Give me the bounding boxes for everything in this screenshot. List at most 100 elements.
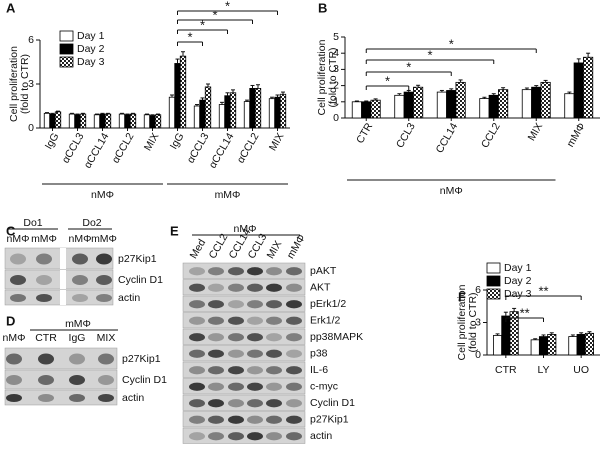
bar	[521, 89, 532, 119]
blot-gap	[60, 270, 66, 289]
group-label: nMΦ	[91, 189, 114, 201]
row-label: pp38MAPK	[310, 331, 363, 343]
lane-label: MIX	[265, 239, 285, 261]
y-tick-label: 6	[28, 34, 34, 46]
blot-band	[286, 432, 302, 441]
panel-label: F	[458, 289, 466, 304]
blot-band	[228, 267, 244, 276]
blot-band	[38, 353, 54, 365]
x-tick-label: CCL2	[479, 121, 503, 150]
x-tick-label: LY	[537, 364, 549, 376]
row-label: actin	[118, 292, 140, 304]
blot-band	[6, 353, 22, 365]
lane-label: CTR	[35, 332, 57, 344]
blot-strip	[182, 312, 306, 329]
y-axis-label: (fold to CTR)	[327, 47, 339, 107]
row-label: IL-6	[310, 364, 328, 376]
blot-band	[228, 366, 244, 375]
significance: *	[385, 73, 390, 88]
lane-label: mMΦ	[285, 232, 308, 260]
bar	[149, 115, 156, 129]
x-tick-label: αCCL14	[207, 131, 237, 171]
significance: *	[427, 47, 432, 62]
panel-label: C	[6, 223, 16, 238]
x-tick-label: αCCL14	[82, 131, 112, 171]
x-tick-label: MIX	[267, 131, 287, 153]
blot-band	[247, 267, 263, 276]
blot-band	[266, 300, 282, 309]
blot-band	[228, 333, 244, 342]
bar	[583, 56, 594, 119]
blot-band	[247, 316, 263, 325]
x-tick-label: IgG	[168, 131, 187, 152]
blot-strip	[182, 262, 306, 279]
blot-strip	[4, 369, 118, 390]
legend-label: Day 1	[77, 30, 105, 42]
bar	[584, 332, 594, 356]
row-label: actin	[122, 392, 144, 404]
legend-swatch	[59, 43, 74, 55]
blot-band	[247, 300, 263, 309]
blot-header: mMΦ	[65, 318, 91, 330]
lane-label: MIX	[97, 332, 116, 344]
bar	[49, 113, 56, 129]
bar	[538, 336, 549, 356]
lane-label: CCL2	[207, 232, 231, 261]
legend-swatch	[486, 275, 501, 287]
panel-label: A	[6, 0, 16, 15]
panel-label: B	[318, 0, 327, 15]
blot-strip	[4, 247, 114, 270]
blot-band	[36, 275, 52, 285]
legend-label: Day 3	[77, 56, 105, 68]
blot-band	[38, 394, 54, 402]
lane-label: mMΦ	[91, 233, 117, 245]
bar	[168, 96, 176, 129]
blot-band	[266, 399, 282, 408]
blot-band	[286, 316, 302, 325]
blot-band	[266, 283, 282, 292]
blot-band	[189, 283, 205, 292]
blot-band	[286, 300, 302, 309]
blot-band	[228, 300, 244, 309]
x-tick-label: CCL14	[434, 121, 461, 155]
blot-band	[96, 294, 112, 302]
blot-band	[286, 283, 302, 292]
blot-band	[266, 333, 282, 342]
y-tick-label: 0	[333, 112, 339, 124]
row-label: p27Kip1	[118, 253, 157, 265]
blot-band	[10, 275, 26, 285]
bar	[174, 63, 181, 129]
blot-band	[189, 399, 205, 408]
blot-band	[266, 349, 282, 358]
blot-band	[208, 333, 224, 342]
blot-strip	[4, 389, 118, 406]
legend-swatch	[59, 56, 74, 68]
blot-band	[189, 333, 205, 342]
bar	[124, 114, 131, 129]
blot-band	[38, 375, 54, 385]
bar	[199, 99, 206, 129]
blot-band	[208, 316, 224, 325]
row-label: p27Kip1	[310, 414, 349, 426]
significance: *	[225, 0, 230, 13]
y-tick-label: 3	[28, 78, 34, 90]
significance: *	[187, 29, 192, 44]
bar	[564, 93, 575, 119]
bar	[576, 334, 586, 356]
blot-band	[208, 432, 224, 441]
blot-band	[247, 432, 263, 441]
significance: *	[212, 7, 217, 22]
blot-band	[189, 382, 205, 391]
row-label: Cyclin D1	[310, 397, 355, 409]
bar	[361, 101, 372, 119]
blot-band	[96, 253, 112, 265]
blot-strip	[182, 427, 306, 444]
blot-band	[228, 283, 244, 292]
blot-band	[98, 353, 114, 365]
lane-label: mMΦ	[31, 233, 57, 245]
bar	[54, 111, 62, 129]
blot-gap	[60, 248, 66, 269]
bar	[530, 339, 540, 356]
blot-band	[189, 432, 205, 441]
lane-label: nMΦ	[3, 332, 26, 344]
